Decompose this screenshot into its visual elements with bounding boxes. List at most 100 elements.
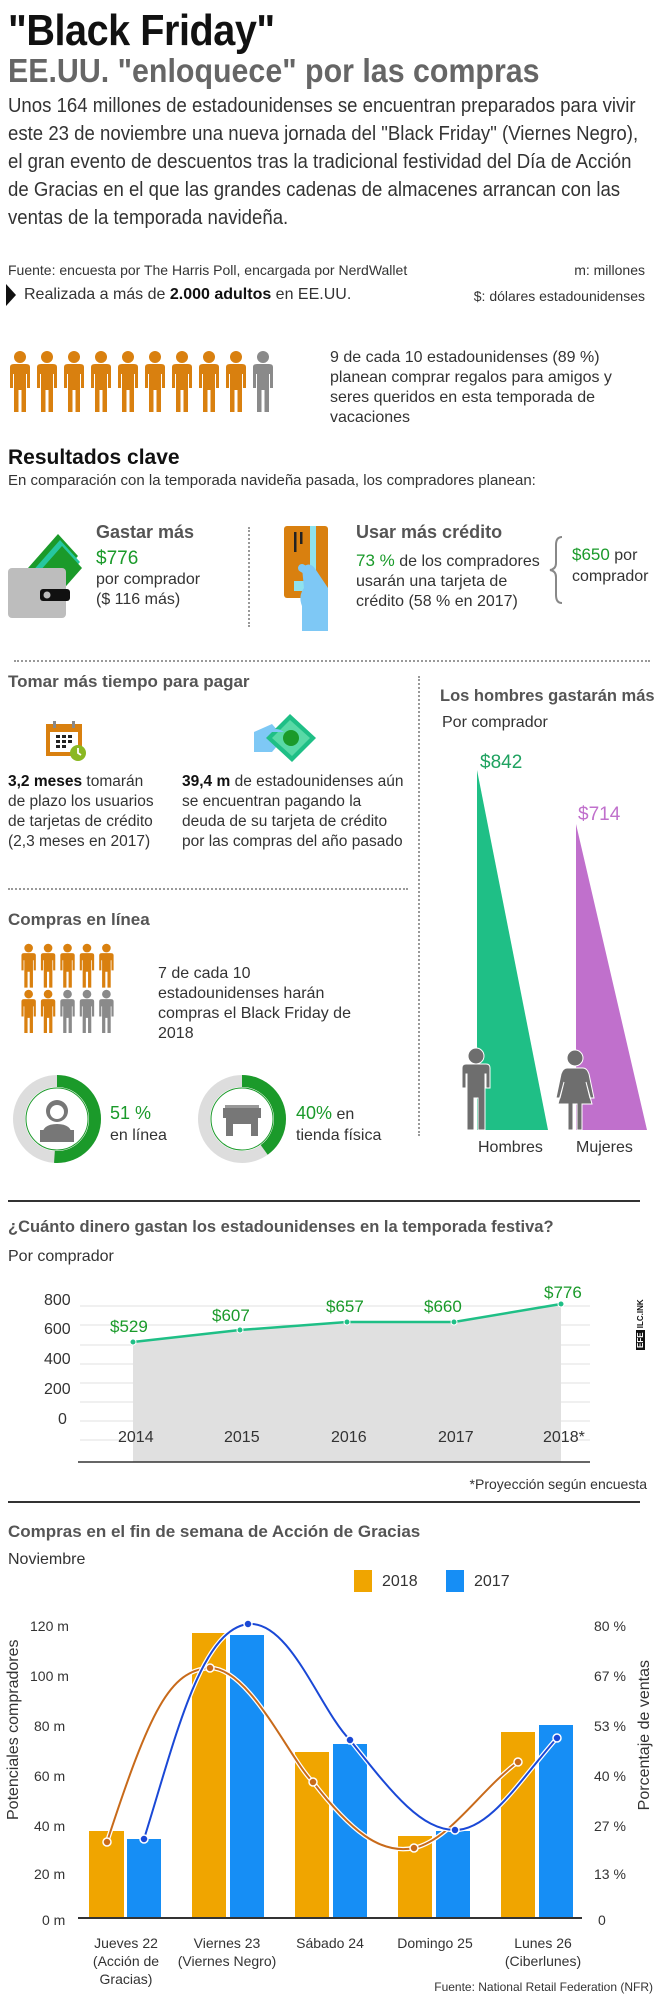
projection-note: *Proyección según encuesta <box>469 1476 647 1492</box>
left-tick: 20 m <box>34 1866 66 1882</box>
credit-card-hand-icon <box>284 526 328 631</box>
day-label: Lunes 26 (Ciberlunes) <box>504 1935 582 1969</box>
credit-stat-line2: usarán una tarjeta de <box>356 573 508 590</box>
ytick: 200 <box>44 1381 71 1398</box>
credit-amount-line2: comprador <box>572 568 649 585</box>
gifts-text: 9 de cada 10 estadounidenses (89 %) plan… <box>330 349 612 426</box>
efe-logo: EFE ILC.INK <box>636 1299 645 1350</box>
left-axis-label: Potenciales compradores <box>5 1639 22 1820</box>
right-tick: 0 <box>598 1912 606 1928</box>
brace-icon <box>549 536 563 604</box>
online-donut-icon <box>13 1075 101 1163</box>
spend-more-title: Gastar más <box>96 522 195 542</box>
section-rule <box>8 1200 640 1202</box>
ytick: 0 <box>58 1411 67 1428</box>
wallet-icon <box>8 534 82 618</box>
men-label: Hombres <box>478 1139 543 1156</box>
xtick: 2017 <box>438 1429 474 1446</box>
nrf-source: Fuente: National Retail Federation (NFR) <box>434 1980 653 1994</box>
section-rule <box>8 1501 640 1503</box>
weekend-combo-chart <box>78 1619 582 1919</box>
months-stat: 3,2 meses tomarán de plazo los usuarios … <box>8 773 154 850</box>
section-divider <box>14 660 650 662</box>
survey-source: Fuente: encuesta por The Harris Poll, en… <box>8 262 408 278</box>
page-title: "Black Friday" <box>8 6 275 55</box>
xtick: 2016 <box>331 1429 367 1446</box>
right-tick: 80 % <box>594 1618 626 1634</box>
left-tick: 60 m <box>34 1768 66 1784</box>
store-donut-icon <box>198 1075 286 1163</box>
triangle-bullet-icon <box>6 284 16 306</box>
weekend-chart-title: Compras en el fin de semana de Acción de… <box>8 1522 421 1541</box>
value-label: $607 <box>212 1306 250 1325</box>
value-label: $529 <box>110 1317 148 1336</box>
spending-chart-title: ¿Cuánto dinero gastan los estadounidense… <box>8 1218 554 1236</box>
store-label: tienda física <box>296 1127 382 1144</box>
pay-time-title: Tomar más tiempo para pagar <box>8 672 250 691</box>
people-pictogram-7-of-10 <box>21 943 114 1033</box>
calendar-clock-icon <box>46 721 86 761</box>
women-value: $714 <box>578 804 621 825</box>
men-value: $842 <box>480 752 523 773</box>
more-credit-title: Usar más crédito <box>356 522 503 542</box>
online-title: Compras en línea <box>8 910 150 929</box>
left-tick: 0 m <box>42 1912 66 1928</box>
divider <box>248 527 250 627</box>
spend-increase: ($ 116 más) <box>96 591 181 608</box>
key-results-title: Resultados clave <box>8 446 180 469</box>
ytick: 400 <box>44 1351 71 1368</box>
legend-millions: m: millones <box>574 262 645 278</box>
cash-hand-icon <box>254 714 316 762</box>
legend-2018-label: 2018 <box>382 1573 418 1590</box>
gender-subtitle: Por comprador <box>442 714 548 731</box>
day-label: Sábado 24 <box>296 1935 364 1951</box>
column-divider <box>418 676 420 1136</box>
legend-2018-swatch <box>354 1570 372 1592</box>
ytick: 800 <box>44 1292 71 1309</box>
right-tick: 67 % <box>594 1668 626 1684</box>
intro-paragraph: Unos 164 millones de estadounidenses se … <box>8 95 639 229</box>
right-tick: 40 % <box>594 1768 626 1784</box>
spend-per-buyer: por comprador <box>96 571 201 588</box>
credit-stat-line3: crédito (58 % en 2017) <box>356 593 518 610</box>
gender-spend-chart <box>461 770 647 1131</box>
online-text: 7 de cada 10 estadounidenses harán compr… <box>158 965 351 1042</box>
survey-sample: Realizada a más de 2.000 adultos en EE.U… <box>24 286 352 303</box>
value-label: $660 <box>424 1297 462 1316</box>
online-pct: 51 % <box>110 1103 152 1123</box>
women-label: Mujeres <box>576 1139 633 1156</box>
online-label: en línea <box>110 1127 167 1144</box>
credit-stat-line1: 73 % de los compradores <box>356 551 540 570</box>
section-divider <box>8 888 408 890</box>
gender-title: Los hombres gastarán más <box>440 687 655 705</box>
right-tick: 13 % <box>594 1866 626 1882</box>
left-tick: 80 m <box>34 1718 66 1734</box>
debt-stat: 39,4 m de estadounidenses aún se encuent… <box>182 773 404 850</box>
xtick: 2018* <box>543 1429 585 1446</box>
day-label: Jueves 22 (Acción de Gracias) <box>92 1935 160 1987</box>
right-tick: 27 % <box>594 1818 626 1834</box>
left-tick: 120 m <box>30 1618 69 1634</box>
value-label: $657 <box>326 1297 364 1316</box>
spend-amount: $776 <box>96 548 139 569</box>
right-axis-label: Porcentaje de ventas <box>636 1660 653 1811</box>
left-tick: 100 m <box>30 1668 69 1684</box>
day-label: Viernes 23 (Viernes Negro) <box>177 1935 277 1969</box>
xtick: 2015 <box>224 1429 260 1446</box>
day-label: Domingo 25 <box>397 1935 473 1951</box>
store-pct: 40% en <box>296 1103 355 1123</box>
ytick: 600 <box>44 1321 71 1338</box>
legend-dollars: $: dólares estadounidenses <box>473 288 645 304</box>
right-tick: 53 % <box>594 1718 626 1734</box>
people-pictogram-9-of-10 <box>10 351 273 412</box>
legend-2017-swatch <box>446 1570 464 1592</box>
credit-amount-line1: $650 por <box>572 545 638 564</box>
key-results-subtitle: En comparación con la temporada navideña… <box>8 472 536 489</box>
spending-chart-subtitle: Por comprador <box>8 1248 114 1265</box>
xtick: 2014 <box>118 1429 154 1446</box>
left-tick: 40 m <box>34 1818 66 1834</box>
value-label: $776 <box>544 1283 582 1302</box>
weekend-chart-subtitle: Noviembre <box>8 1551 86 1568</box>
spending-line-chart <box>78 1300 590 1463</box>
legend-2017-label: 2017 <box>474 1573 510 1590</box>
